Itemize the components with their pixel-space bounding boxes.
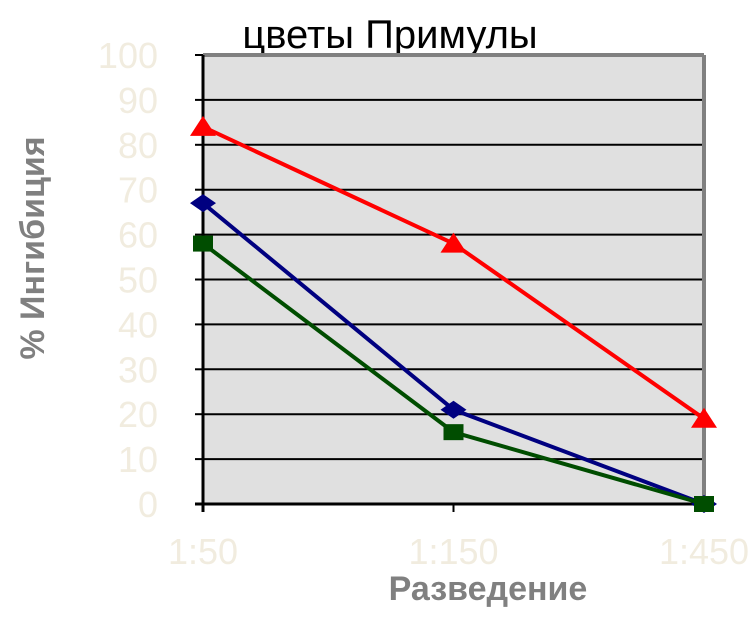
x-axis-ticks: 1:50 1:150 1:450 [168,504,749,572]
chart-title: цветы Примулы [242,13,537,57]
x-tick-label: 1:150 [408,531,498,572]
data-point [190,115,216,136]
y-tick-label: 80 [118,125,158,166]
y-tick-label: 70 [118,170,158,211]
data-point [443,424,464,441]
data-point [193,235,213,252]
y-axis-title: % Ингибиция [14,136,52,359]
data-point [440,400,467,419]
y-tick-label: 60 [118,215,158,256]
y-tick-label: 10 [118,439,158,480]
x-tick-label: 1:450 [659,531,749,572]
y-tick-label: 50 [118,260,158,301]
x-axis-title: Разведение [389,570,588,608]
data-point [691,407,717,428]
data-point [190,194,216,213]
y-tick-label: 0 [138,484,158,525]
data-point [440,232,467,253]
series-3 [190,115,717,428]
y-tick-label: 40 [118,304,158,345]
y-tick-label: 90 [118,80,158,121]
y-tick-label: 100 [98,35,158,76]
series-2 [193,235,714,512]
data-point [694,496,714,512]
plot-area [195,53,706,512]
series-layer [190,115,717,513]
y-tick-label: 30 [118,349,158,390]
x-tick-label: 1:50 [168,531,238,572]
y-tick-label: 20 [118,394,158,435]
